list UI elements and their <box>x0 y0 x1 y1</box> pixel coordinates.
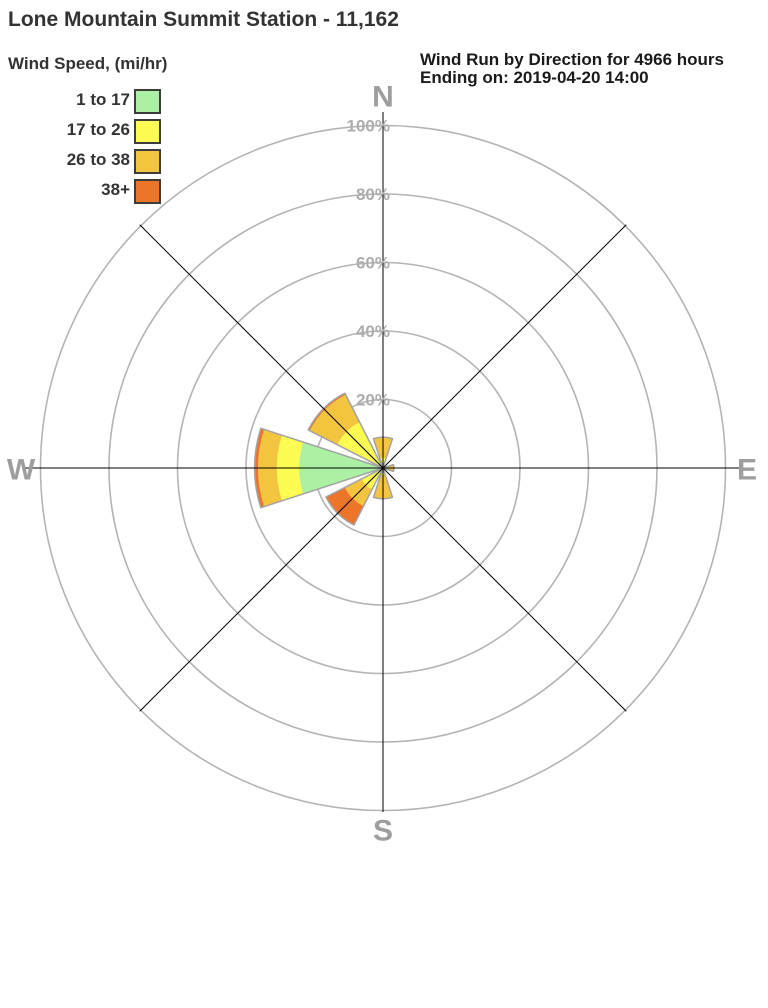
ring-label-20: 20% <box>356 391 390 410</box>
legend-swatch-amber <box>134 149 161 174</box>
wind-run-info-line2: Ending on: 2019-04-20 14:00 <box>420 68 649 87</box>
page-title: Lone Mountain Summit Station - 11,162 <box>8 8 399 31</box>
legend-label: 38+ <box>101 180 130 199</box>
legend-swatch-orange <box>134 179 161 204</box>
legend-swatch-yellow <box>134 119 161 144</box>
legend-swatch-green <box>134 89 161 114</box>
legend-label: 26 to 38 <box>66 150 130 169</box>
ring-label-100: 100% <box>347 117 390 136</box>
ring-label-40: 40% <box>356 322 390 341</box>
compass-label-E: E <box>737 454 757 487</box>
petal-band-W-38+ <box>254 428 265 508</box>
compass-label-S: S <box>373 815 393 848</box>
wind-run-info-line1: Wind Run by Direction for 4966 hours <box>420 50 724 69</box>
legend-item: 26 to 38 <box>0 148 170 178</box>
compass-label-W: W <box>7 454 36 487</box>
wind-speed-legend: 1 to 17 17 to 26 26 to 38 38+ <box>0 88 170 208</box>
ring-label-60: 60% <box>356 254 390 273</box>
legend-label: 17 to 26 <box>66 120 130 139</box>
legend-title: Wind Speed, (mi/hr) <box>8 54 168 73</box>
legend-item: 1 to 17 <box>0 88 170 118</box>
compass-label-N: N <box>372 81 394 114</box>
legend-item: 38+ <box>0 178 170 208</box>
legend-item: 17 to 26 <box>0 118 170 148</box>
ring-label-80: 80% <box>356 185 390 204</box>
legend-label: 1 to 17 <box>76 90 130 109</box>
wind-run-info: Wind Run by Direction for 4966 hours End… <box>420 51 724 87</box>
axis-diagonal-135 <box>139 224 627 712</box>
